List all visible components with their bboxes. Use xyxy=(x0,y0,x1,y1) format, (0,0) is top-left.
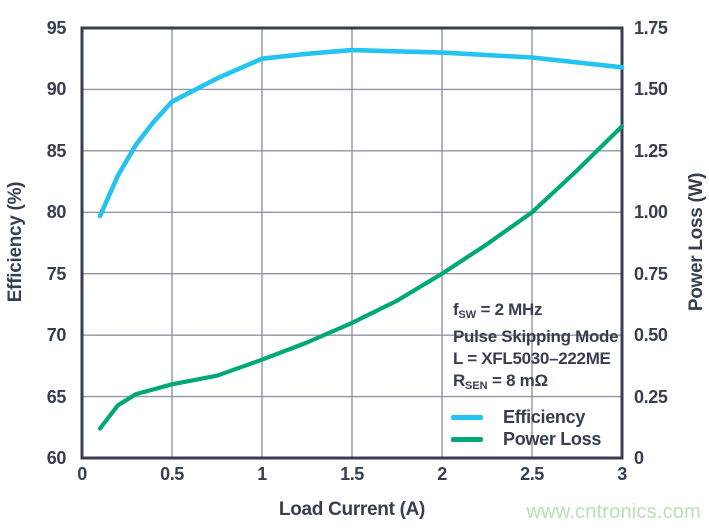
legend: Efficiency Power Loss xyxy=(451,406,601,450)
legend-label-power-loss: Power Loss xyxy=(503,428,602,449)
legend-item-power-loss: Power Loss xyxy=(451,428,601,450)
annotation-line: Pulse Skipping Mode xyxy=(453,327,619,346)
y-left-tick-label: 80 xyxy=(46,202,67,223)
annotation-line: fSW = 2 MHz xyxy=(453,300,543,321)
efficiency-curve xyxy=(97,47,625,219)
annotation-line: RSEN = 8 mΩ xyxy=(453,371,548,392)
y-axis-label-left: Efficiency (%) xyxy=(5,181,26,303)
y-right-tick-label: 0.75 xyxy=(634,263,668,284)
y-left-tick-label: 85 xyxy=(46,140,67,161)
y-right-tick-label: 1.00 xyxy=(634,202,668,223)
y-right-tick-label: 1.50 xyxy=(634,79,668,100)
y-right-tick-label: 1.25 xyxy=(634,140,668,161)
y-axis-label-right: Power Loss (W) xyxy=(686,172,707,312)
efficiency-line-swatch xyxy=(451,414,483,420)
legend-label-efficiency: Efficiency xyxy=(503,406,586,427)
y-right-tick-label: 1.75 xyxy=(634,18,668,38)
y-left-tick-label: 65 xyxy=(46,386,67,407)
annotation-line: L = XFL5030–222ME xyxy=(453,349,611,368)
conditions-annotation: fSW = 2 MHz Pulse Skipping Mode L = XFL503… xyxy=(453,299,619,397)
x-tick-label: 1.5 xyxy=(340,464,364,484)
y-left-tick-label: 95 xyxy=(46,18,67,38)
x-tick-label: 1 xyxy=(257,464,267,484)
x-tick-label: 0.5 xyxy=(160,464,184,484)
axes-frame xyxy=(80,26,624,460)
y-right-tick-label: 0.25 xyxy=(634,386,668,407)
x-tick-label: 2 xyxy=(437,464,447,484)
y-left-tick-label: 60 xyxy=(46,448,67,468)
y-right-tick-label: 0.50 xyxy=(634,325,668,346)
x-axis-label: Load Current (A) xyxy=(278,499,426,520)
y-right-tick-label: 0 xyxy=(634,448,644,468)
x-tick-label: 3 xyxy=(617,464,627,484)
power-loss-line-swatch xyxy=(451,436,483,442)
y-left-tick-label: 75 xyxy=(46,263,67,284)
legend-item-efficiency: Efficiency xyxy=(451,406,601,428)
y-left-tick-label: 90 xyxy=(46,79,67,100)
watermark-text: www.cntronics.com xyxy=(526,501,701,523)
x-tick-label: 0 xyxy=(77,464,87,484)
power-loss-curve xyxy=(97,124,625,431)
y-left-tick-label: 70 xyxy=(46,325,67,346)
x-tick-label: 2.5 xyxy=(520,464,544,484)
